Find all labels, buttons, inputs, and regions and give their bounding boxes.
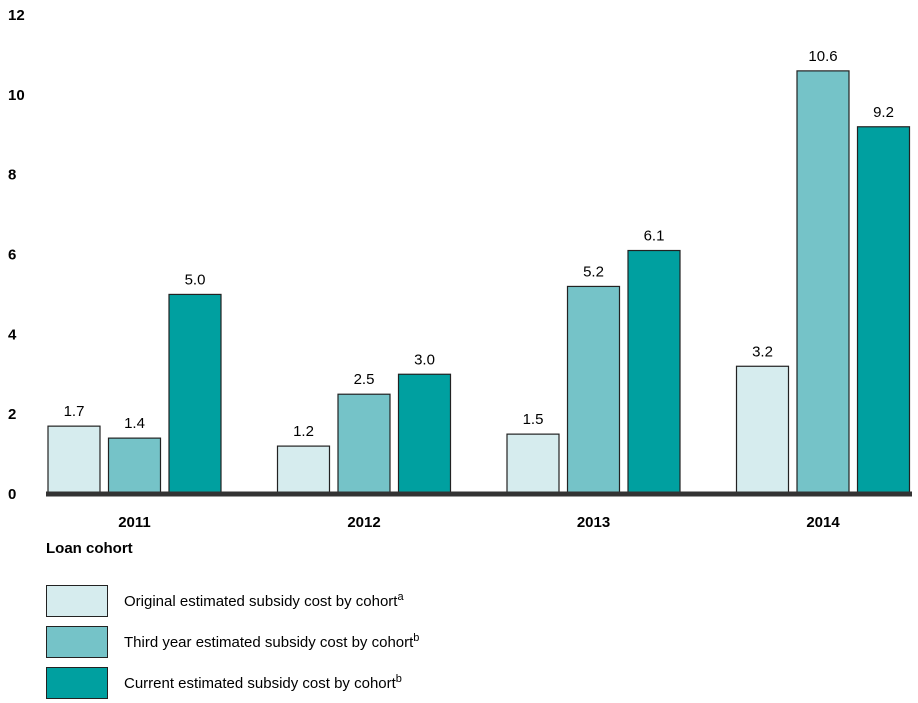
x-tick-label-2014: 2014	[806, 514, 840, 531]
x-tick-label-2011: 2011	[118, 514, 151, 531]
y-tick-label: 8	[8, 167, 16, 184]
legend-note-original: a	[397, 591, 404, 603]
bar-chart: 0 2 4 6 8 10 12 1.7 1.4 5.0 2011 1.2 2.5 3.0 2012 1.5 5.…	[8, 7, 912, 531]
bar-current-2013	[627, 249, 681, 495]
y-tick-label: 10	[8, 87, 25, 104]
legend-item-third-year: Third year estimated subsidy cost by coh…	[46, 621, 419, 662]
data-label-current-2011: 5.0	[185, 271, 206, 288]
legend-label-current: Current estimated subsidy cost by cohort	[124, 675, 396, 692]
bar-current-2012	[397, 373, 452, 495]
x-tick-label-2013: 2013	[577, 514, 610, 531]
data-label-original-2012: 1.2	[293, 423, 314, 440]
y-tick-label: 4	[8, 326, 17, 343]
legend-item-original: Original estimated subsidy cost by cohor…	[46, 580, 419, 621]
bar-third-year-2014	[796, 70, 850, 495]
data-label-third-year-2013: 5.2	[583, 263, 604, 280]
legend-swatch-third-year	[46, 625, 108, 658]
legend-label-third-year: Third year estimated subsidy cost by coh…	[124, 634, 414, 651]
legend-note-third-year: b	[413, 632, 420, 644]
legend-swatch-current	[46, 666, 108, 699]
y-tick-label: 6	[8, 247, 16, 264]
bar-current-2011	[168, 293, 222, 495]
legend-item-current: Current estimated subsidy cost by cohort…	[46, 662, 419, 703]
y-tick-label: 2	[8, 406, 16, 423]
bar-original-2014	[735, 365, 790, 495]
data-label-current-2014: 9.2	[873, 104, 894, 121]
data-label-current-2012: 3.0	[414, 351, 435, 368]
data-label-original-2011: 1.7	[64, 403, 85, 420]
data-label-third-year-2014: 10.6	[808, 48, 837, 65]
x-tick-label-2012: 2012	[347, 514, 380, 531]
legend-label-original: Original estimated subsidy cost by cohor…	[124, 593, 398, 610]
x-axis-title: Loan cohort	[46, 540, 133, 557]
bar-third-year-2012	[337, 393, 391, 495]
data-label-current-2013: 6.1	[644, 228, 665, 245]
data-label-original-2013: 1.5	[523, 411, 544, 428]
data-label-third-year-2011: 1.4	[124, 415, 145, 432]
bar-current-2014	[856, 126, 911, 495]
legend-note-current: b	[395, 673, 402, 685]
y-tick-label: 0	[8, 486, 16, 503]
legend: Original estimated subsidy cost by cohor…	[46, 580, 419, 703]
bar-third-year-2011	[107, 437, 162, 495]
bar-original-2013	[506, 433, 560, 495]
data-label-third-year-2012: 2.5	[354, 371, 375, 388]
legend-swatch-original	[46, 584, 108, 617]
bar-third-year-2013	[566, 285, 621, 495]
y-tick-label: 12	[8, 7, 25, 24]
bar-original-2012	[276, 445, 331, 495]
bar-original-2011	[47, 425, 101, 495]
data-label-original-2014: 3.2	[752, 343, 773, 360]
